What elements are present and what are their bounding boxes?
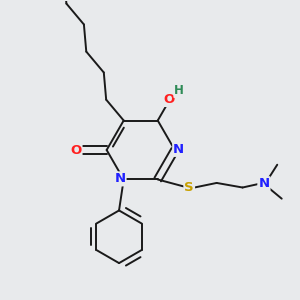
Text: S: S bbox=[184, 181, 194, 194]
Text: N: N bbox=[173, 143, 184, 156]
Text: O: O bbox=[164, 93, 175, 106]
Text: O: O bbox=[70, 143, 81, 157]
Text: N: N bbox=[258, 177, 269, 190]
Text: H: H bbox=[174, 84, 184, 97]
Text: N: N bbox=[114, 172, 125, 185]
